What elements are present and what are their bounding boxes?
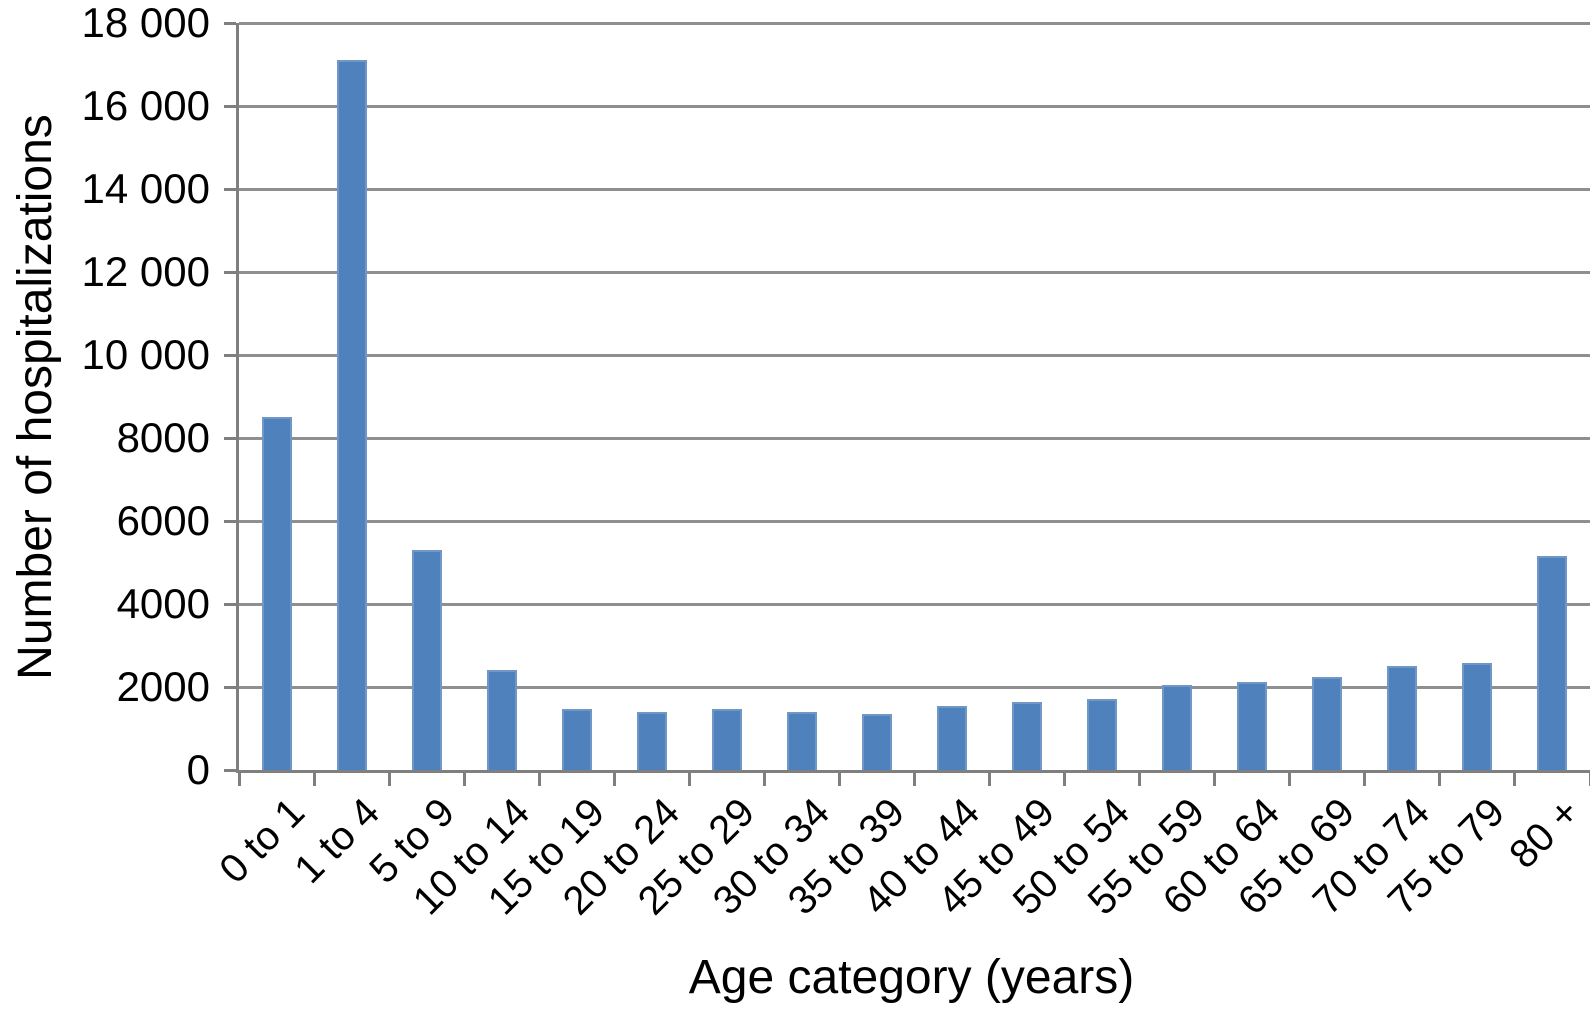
y-axis-tick	[224, 602, 236, 606]
x-axis-tick	[312, 773, 316, 786]
x-axis-tick	[762, 773, 766, 786]
x-axis-tick	[1288, 773, 1292, 786]
x-axis-tick	[537, 773, 541, 786]
x-axis-tick	[837, 773, 841, 786]
y-tick-label: 2000	[116, 663, 210, 710]
bar-1-to-4	[336, 60, 367, 770]
bar-30-to-34	[786, 711, 817, 770]
y-axis-title: Number of hospitalizations	[0, 23, 72, 770]
x-axis-tick	[1588, 773, 1590, 786]
gridline	[239, 353, 1590, 357]
gridline	[239, 685, 1590, 689]
bar-75-to-79	[1462, 662, 1493, 770]
y-axis-tick	[224, 768, 236, 772]
x-axis-tick	[1438, 773, 1442, 786]
y-tick-label: 10 000	[81, 331, 210, 378]
bar-10-to-14	[486, 670, 517, 770]
bar-0-to-1	[261, 417, 292, 770]
x-axis-tick	[913, 773, 916, 786]
x-axis-tick	[387, 773, 391, 786]
x-axis-tick	[462, 773, 466, 786]
bar-20-to-24	[636, 711, 667, 770]
bar-5-to-9	[411, 550, 442, 770]
gridline	[239, 436, 1590, 440]
y-tick-label: 0	[186, 746, 210, 793]
x-axis-tick	[1063, 773, 1067, 786]
bar-45-to-49	[1012, 701, 1043, 770]
plot-area	[224, 21, 1590, 786]
gridline	[239, 187, 1590, 191]
gridline	[239, 602, 1590, 606]
bar-65-to-69	[1312, 676, 1343, 770]
x-axis-tick	[237, 773, 241, 786]
gridline	[239, 519, 1590, 523]
y-axis-tick	[224, 21, 236, 25]
y-tick-label: 14 000	[81, 165, 210, 212]
bar-60-to-64	[1237, 681, 1268, 770]
bar-40-to-44	[937, 706, 968, 770]
y-tick-label: 6000	[116, 497, 210, 544]
bar-15-to-19	[561, 709, 592, 770]
x-axis-tick	[612, 773, 616, 786]
x-axis-tick	[988, 773, 992, 786]
x-axis-tick	[1213, 773, 1217, 786]
y-axis-tick	[224, 353, 236, 357]
y-tick-label: 4000	[116, 580, 210, 627]
bar-35-to-39	[861, 713, 892, 770]
x-axis-title: Age category (years)	[688, 951, 1135, 1004]
y-axis-tick	[224, 104, 236, 108]
y-tick-label: 8000	[116, 414, 210, 461]
y-axis-tick	[224, 187, 236, 191]
x-axis-tick	[1138, 773, 1142, 786]
gridline	[239, 270, 1590, 274]
y-tick-label: 12 000	[81, 248, 210, 295]
y-axis-tick	[224, 685, 236, 689]
x-axis-tick	[687, 773, 691, 786]
gridline	[239, 104, 1590, 108]
bar-70-to-74	[1387, 666, 1418, 770]
y-tick-label: 18 000	[81, 0, 210, 46]
bar-55-to-59	[1162, 684, 1193, 770]
x-axis-tick	[1363, 773, 1367, 786]
bar-80-+	[1537, 556, 1568, 770]
y-axis-tick	[224, 519, 236, 523]
gridline	[239, 21, 1590, 25]
y-axis-tick	[224, 436, 236, 440]
bar-50-to-54	[1087, 698, 1118, 770]
y-tick-label: 16 000	[81, 82, 210, 129]
x-axis-tick	[1513, 773, 1517, 786]
y-axis-tick	[224, 270, 236, 274]
bar-25-to-29	[711, 709, 742, 770]
